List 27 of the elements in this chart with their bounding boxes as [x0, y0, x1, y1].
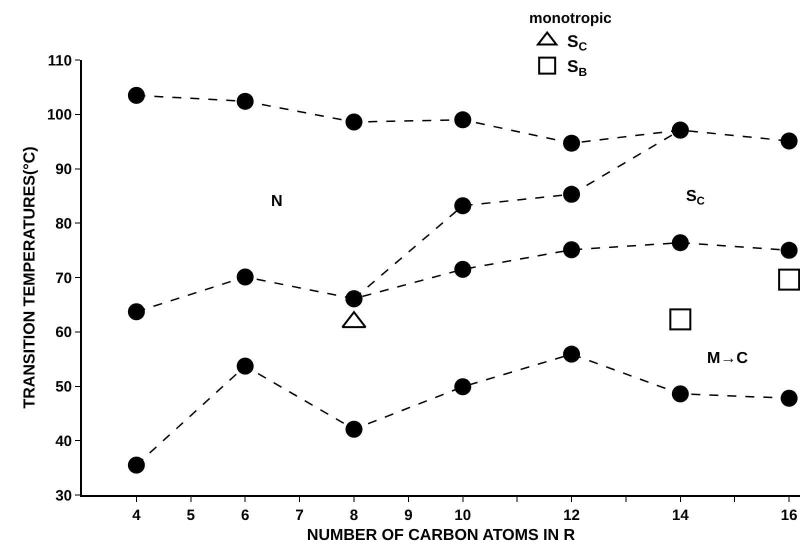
legend-label: S$_{B}$ [567, 57, 588, 79]
x-tick-label: 7 [295, 507, 304, 524]
x-tick-label: 6 [241, 507, 250, 524]
x-tick-label: 4 [132, 507, 142, 524]
annotation: S$_{C}$ [686, 188, 705, 208]
x-tick-label: 9 [404, 507, 413, 524]
y-tick-label: 50 [55, 378, 72, 396]
y-tick-label: 100 [46, 106, 72, 124]
x-tick-label: 14 [672, 507, 690, 524]
y-tick-label: 110 [48, 52, 72, 70]
x-tick-label: 5 [186, 507, 195, 524]
annotation: M→C [707, 350, 748, 367]
y-tick-label: 30 [55, 487, 72, 504]
x-tick-label: 16 [780, 507, 798, 524]
y-tick-label: 90 [55, 161, 72, 178]
annotation: N [271, 193, 283, 210]
x-tick-label: 12 [563, 507, 580, 524]
y-tick-label: 80 [55, 215, 72, 232]
x-tick-label: 8 [350, 507, 358, 524]
legend-title: monotropic [529, 10, 612, 27]
x-tick-label: 10 [454, 507, 472, 524]
legend-label: S$_{C}$ [567, 32, 588, 54]
y-tick-label: 60 [55, 324, 72, 342]
x-axis-title: NUMBER OF CARBON ATOMS IN R [306, 527, 576, 544]
y-tick-label: 40 [55, 432, 72, 450]
y-axis-title: TRANSITION TEMPERATURES(°C) [21, 146, 38, 409]
y-tick-label: 70 [55, 270, 72, 287]
